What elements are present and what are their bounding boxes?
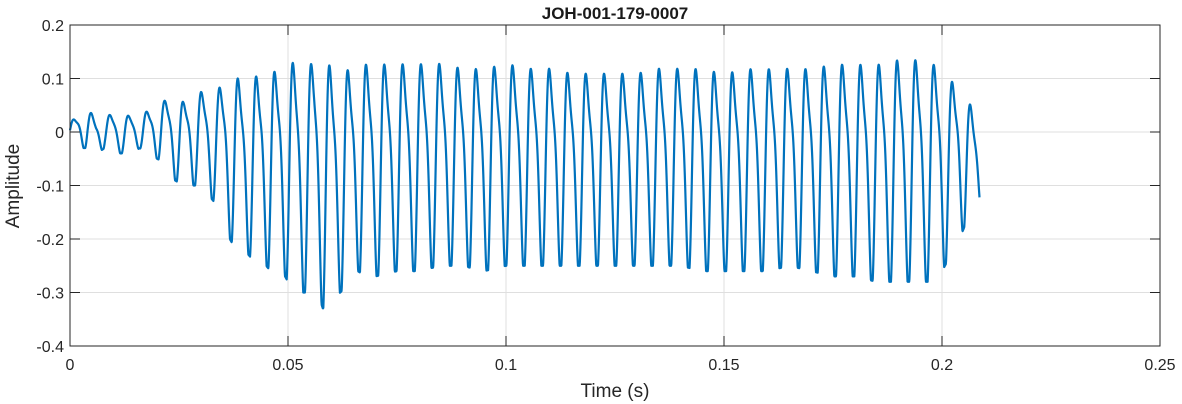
tick-marks (69, 24, 1161, 347)
y-tick-labels: 0.2 0.1 0 -0.1 -0.2 -0.3 -0.4 (36, 18, 64, 356)
y-axis-title: Amplitude (3, 144, 24, 229)
chart-title: JOH-001-179-0007 (542, 4, 688, 23)
y-tick-label: 0 (55, 125, 64, 142)
y-tick-label: -0.2 (36, 232, 64, 249)
x-axis-title: Time (s) (581, 381, 650, 402)
x-tick-label: 0.15 (708, 357, 739, 374)
y-tick-label: 0.2 (42, 18, 64, 35)
y-tick-label: 0.1 (42, 72, 64, 89)
y-tick-label: -0.4 (36, 339, 64, 356)
x-tick-label: 0.05 (272, 357, 303, 374)
y-tick-label: -0.3 (36, 286, 64, 303)
x-tick-labels: 0 0.05 0.1 0.15 0.2 0.25 (66, 357, 1176, 374)
x-tick-label: 0.1 (495, 357, 517, 374)
x-tick-label: 0.25 (1144, 357, 1175, 374)
waveform-line (68, 59, 981, 310)
x-tick-label: 0 (66, 357, 75, 374)
series-group (68, 59, 981, 310)
x-tick-label: 0.2 (931, 357, 953, 374)
y-tick-label: -0.1 (36, 179, 64, 196)
